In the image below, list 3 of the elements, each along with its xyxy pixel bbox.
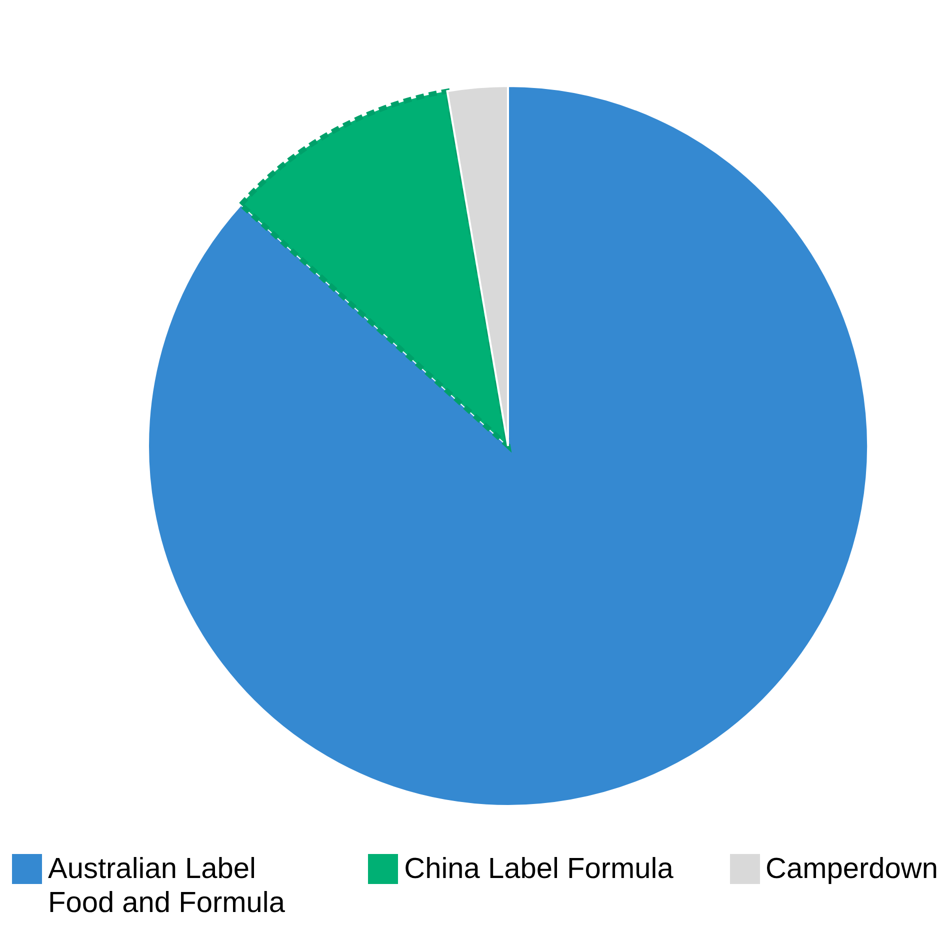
legend-label: Australian Label Food and Formula — [48, 852, 286, 920]
legend-label: Camperdown — [766, 852, 938, 886]
legend-label: China Label Formula — [404, 852, 674, 886]
